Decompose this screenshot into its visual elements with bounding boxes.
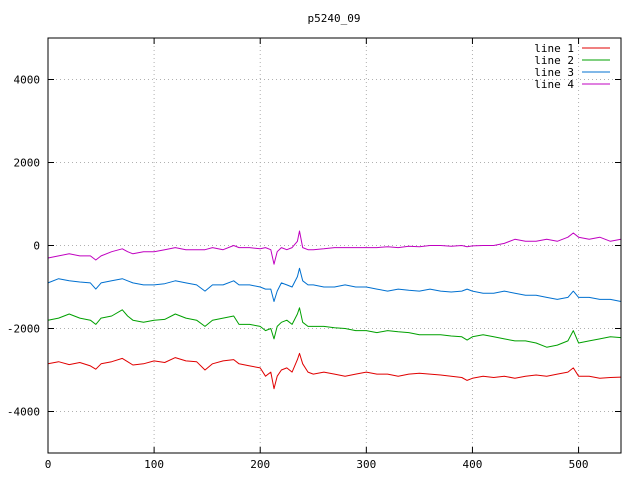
y-tick-label: -2000 bbox=[7, 323, 40, 336]
x-tick-label: 300 bbox=[356, 458, 376, 471]
series-line-1 bbox=[47, 352, 622, 390]
series-layer bbox=[47, 230, 622, 390]
series-line-4 bbox=[47, 230, 622, 265]
series-line-3 bbox=[47, 267, 622, 302]
x-tick-label: 400 bbox=[463, 458, 483, 471]
legend-label-3: line 3 bbox=[534, 66, 574, 79]
axis-ticks: 0 100 200 300 400 500 -4000 -2000 0 2000 4000 bbox=[7, 38, 621, 471]
y-tick-label: -4000 bbox=[7, 406, 40, 419]
y-tick-label: 0 bbox=[33, 240, 40, 253]
x-tick-label: 500 bbox=[569, 458, 589, 471]
legend-label-4: line 4 bbox=[534, 78, 574, 91]
y-tick-label: 2000 bbox=[14, 157, 41, 170]
x-tick-label: 100 bbox=[144, 458, 164, 471]
legend-label-1: line 1 bbox=[534, 42, 574, 55]
x-tick-label: 0 bbox=[45, 458, 52, 471]
grid-lines bbox=[48, 38, 621, 453]
y-tick-label: 4000 bbox=[14, 74, 41, 87]
chart-title: p5240_09 bbox=[308, 12, 361, 25]
x-tick-label: 200 bbox=[250, 458, 270, 471]
series-line-2 bbox=[47, 307, 622, 348]
plot-frame bbox=[47, 37, 622, 454]
legend-label-2: line 2 bbox=[534, 54, 574, 67]
